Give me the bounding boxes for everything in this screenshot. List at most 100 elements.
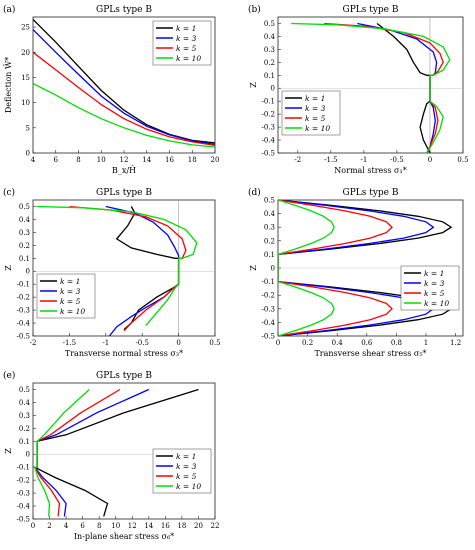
panel-label: (a) — [3, 4, 15, 15]
x-tick-label: -0.5 — [390, 156, 404, 164]
series-line-2 — [33, 388, 150, 517]
y-tick-label: 0.3 — [19, 229, 30, 237]
y-tick-label: -0.1 — [262, 98, 276, 106]
y-tick-label: 0.4 — [19, 399, 31, 407]
series-line-3 — [278, 200, 393, 336]
y-tick-label: 0.4 — [264, 33, 276, 41]
y-tick-label: 0.2 — [264, 237, 275, 245]
x-tick-label: -2 — [30, 339, 37, 347]
legend-entry: k = 1 — [305, 94, 325, 103]
panel-e: 0 2 4 6 8 10 12 14 16 18 20 22 -0.5 -0.4 -0.3 -0.2 -0.1 0… — [3, 370, 219, 541]
x-tick-label: 20 — [194, 522, 203, 530]
legend-entry: k = 3 — [424, 279, 445, 288]
series-line-1 — [278, 200, 453, 336]
plot-frame — [277, 16, 464, 154]
x-tick-label: 12 — [120, 156, 129, 164]
y-tick-label: 20 — [21, 49, 30, 57]
y-axis-label: Z — [4, 448, 13, 454]
y-tick-label: 0.5 — [264, 20, 275, 28]
x-tick-label: -1 — [360, 156, 367, 164]
panel-label: (e) — [3, 370, 15, 381]
y-tick-label: 25 — [21, 24, 30, 32]
y-tick-label: -0.4 — [262, 137, 276, 145]
series-group — [278, 200, 453, 336]
series-group — [36, 205, 198, 336]
y-tick-label: -0.2 — [262, 111, 276, 119]
y-tick-label: -0.2 — [262, 292, 276, 300]
legend-entry: k = 1 — [424, 269, 444, 278]
series-line-3 — [33, 51, 215, 147]
y-tick-label: 0.3 — [264, 224, 275, 232]
chart-title: GPLs type B — [343, 188, 399, 198]
y-axis-label: Z — [249, 82, 258, 88]
x-tick-label: 14 — [142, 156, 151, 164]
y-tick-label: 0.2 — [264, 59, 275, 67]
y-tick-label: 0.1 — [264, 72, 275, 80]
legend: k = 1k = 3k = 5k = 10 — [152, 20, 212, 66]
x-tick-label: 0.4 — [332, 339, 344, 347]
x-tick-label: 0 — [176, 339, 180, 347]
legend: k = 1k = 3k = 5k = 10 — [36, 273, 96, 319]
legend: k = 1k = 3k = 5k = 10 — [281, 90, 341, 136]
y-tick-label: 0.2 — [19, 242, 30, 250]
x-tick-label: 1.2 — [450, 339, 461, 347]
panel-b: -2 -1.5 -1 -0.5 0 0.5 -0.5 -0.4 -0.3 -0.2 -0.1 0 0.1… — [248, 4, 469, 175]
y-tick-label: -0.3 — [17, 307, 31, 315]
x-tick-label: 22 — [211, 522, 220, 530]
y-tick-label: 0.1 — [19, 438, 30, 446]
y-axis-label: Deflection Ŵ* — [4, 57, 13, 113]
panel-label: (d) — [248, 187, 261, 198]
legend-entry: k = 10 — [176, 482, 201, 491]
x-tick-label: 0 — [428, 156, 432, 164]
x-tick-label: -1 — [102, 339, 109, 347]
legend-entry: k = 5 — [424, 289, 445, 298]
y-tick-label: 0 — [26, 150, 30, 158]
y-tick-label: -0.5 — [262, 333, 276, 341]
y-tick-label: 0.1 — [19, 255, 30, 263]
legend-entry: k = 5 — [176, 472, 197, 481]
x-axis-label: Transverse normal stress σ₃* — [65, 349, 183, 358]
x-tick-label: 0.2 — [302, 339, 313, 347]
x-tick-label: 16 — [161, 522, 170, 530]
x-tick-label: 18 — [188, 156, 197, 164]
legend-entry: k = 1 — [176, 452, 196, 461]
y-tick-label: 0.4 — [264, 210, 276, 218]
x-axis-label: Normal stress σ₁* — [334, 166, 406, 175]
chart-title: GPLs type B — [96, 188, 152, 198]
legend: k = 1k = 3k = 5k = 10 — [152, 448, 212, 494]
x-axis-label: Transverse shear stress σ₅* — [314, 349, 426, 358]
x-tick-label: 6 — [80, 522, 85, 530]
y-tick-label: -0.4 — [17, 320, 31, 328]
y-axis-label: Z — [4, 265, 13, 271]
plot-frame — [32, 199, 216, 337]
x-tick-label: 0.6 — [361, 339, 373, 347]
series-line-2 — [33, 29, 215, 146]
legend-entry: k = 1 — [176, 24, 196, 33]
y-tick-label: 5 — [26, 124, 30, 132]
panel-label: (b) — [248, 4, 261, 15]
y-tick-label: 15 — [21, 74, 30, 82]
y-tick-label: 0.5 — [19, 203, 30, 211]
y-tick-label: -0.4 — [262, 319, 276, 327]
series-line-4 — [36, 205, 198, 327]
y-tick-label: 0 — [26, 451, 30, 459]
y-tick-label: 0.3 — [264, 46, 275, 54]
y-tick-label: -0.1 — [17, 464, 31, 472]
x-axis-label: B_x/Ĥ — [112, 166, 136, 175]
legend-entry: k = 5 — [305, 114, 326, 123]
y-tick-label: -0.3 — [262, 305, 276, 313]
y-tick-label: 0 — [271, 85, 275, 93]
y-tick-label: 0.5 — [264, 197, 275, 205]
series-line-4 — [291, 22, 451, 153]
legend-entry: k = 10 — [424, 299, 449, 308]
y-tick-label: -0.5 — [17, 333, 31, 341]
legend-entry: k = 10 — [176, 54, 201, 63]
x-tick-label: 18 — [177, 522, 186, 530]
series-group — [291, 22, 451, 153]
legend-entry: k = 3 — [176, 462, 197, 471]
x-tick-label: 8 — [97, 522, 101, 530]
x-tick-label: 10 — [97, 156, 106, 164]
x-tick-label: 4 — [31, 156, 36, 164]
panel-d: 0 0.2 0.4 0.6 0.8 1 1.2 -0.5 -0.4 -0.3 -0.2 -0.1 0 0.… — [248, 187, 464, 358]
